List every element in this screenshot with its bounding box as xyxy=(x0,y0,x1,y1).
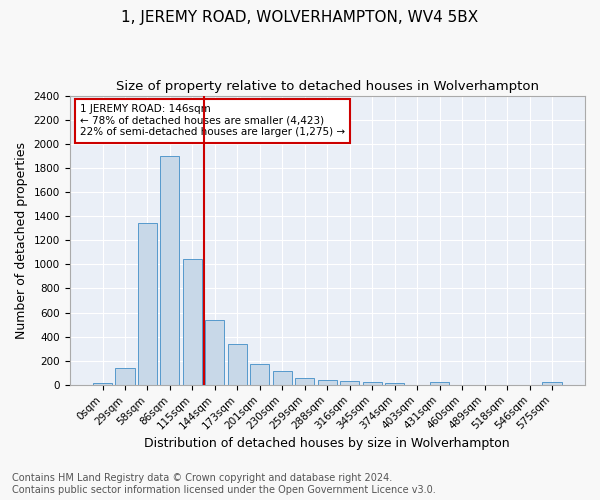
Text: Contains HM Land Registry data © Crown copyright and database right 2024.
Contai: Contains HM Land Registry data © Crown c… xyxy=(12,474,436,495)
Bar xyxy=(362,382,382,385)
Bar xyxy=(385,383,404,385)
Bar xyxy=(138,224,157,385)
Bar xyxy=(430,382,449,385)
Bar xyxy=(228,344,247,385)
X-axis label: Distribution of detached houses by size in Wolverhampton: Distribution of detached houses by size … xyxy=(145,437,510,450)
Bar xyxy=(93,382,112,385)
Text: 1 JEREMY ROAD: 146sqm
← 78% of detached houses are smaller (4,423)
22% of semi-d: 1 JEREMY ROAD: 146sqm ← 78% of detached … xyxy=(80,104,345,138)
Bar xyxy=(340,381,359,385)
Bar xyxy=(160,156,179,385)
Y-axis label: Number of detached properties: Number of detached properties xyxy=(15,142,28,338)
Bar xyxy=(542,382,562,385)
Text: 1, JEREMY ROAD, WOLVERHAMPTON, WV4 5BX: 1, JEREMY ROAD, WOLVERHAMPTON, WV4 5BX xyxy=(121,10,479,25)
Bar xyxy=(115,368,134,385)
Bar xyxy=(318,380,337,385)
Bar xyxy=(250,364,269,385)
Bar xyxy=(273,371,292,385)
Title: Size of property relative to detached houses in Wolverhampton: Size of property relative to detached ho… xyxy=(116,80,539,93)
Bar xyxy=(183,259,202,385)
Bar xyxy=(205,320,224,385)
Bar xyxy=(295,378,314,385)
